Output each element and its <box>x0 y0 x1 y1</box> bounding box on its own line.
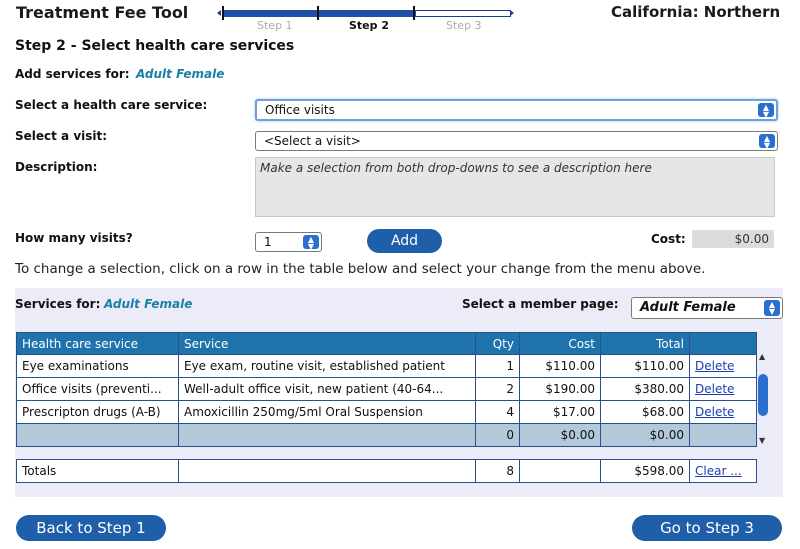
scroll-up-icon[interactable]: ▲ <box>759 352 766 361</box>
header-action <box>689 332 757 355</box>
member-page-select[interactable]: Adult Female ▲ ▼ <box>631 297 783 319</box>
table-scrollbar[interactable]: ▲ ▼ <box>756 352 770 447</box>
visit-select[interactable]: <Select a visit> ▲ ▼ <box>255 131 778 151</box>
instructions-text: To change a selection, click on a row in… <box>15 261 706 277</box>
row-category: Office visits (preventi... <box>16 377 179 401</box>
member-page-label: Select a member page: <box>462 297 619 311</box>
totals-row: Totals 8 $598.00 Clear ... <box>16 459 757 483</box>
table-row[interactable]: Office visits (preventi... Well-adult of… <box>16 377 757 401</box>
row-cost: $110.00 <box>519 354 601 378</box>
table-header-row: Health care service Service Qty Cost Tot… <box>16 332 757 355</box>
progress-fill <box>223 10 416 17</box>
select-arrows-icon: ▲ ▼ <box>759 134 775 150</box>
description-label: Description: <box>15 160 98 174</box>
select-arrows-icon: ▲ ▼ <box>303 235 319 251</box>
region-label: California: Northern <box>611 3 781 21</box>
select-arrows-icon: ▲ ▼ <box>764 300 780 316</box>
member-name: Adult Female <box>136 67 225 81</box>
delete-link[interactable]: Delete <box>695 382 735 396</box>
row-total: $68.00 <box>600 400 690 424</box>
row-action <box>689 423 757 447</box>
row-total: $380.00 <box>600 377 690 401</box>
progress-left-end-icon <box>217 10 221 16</box>
totals-total: $598.00 <box>600 459 690 483</box>
visit-label: Select a visit: <box>15 129 108 143</box>
step-progress-bar <box>217 6 514 20</box>
visit-select-value: <Select a visit> <box>264 134 361 148</box>
add-button[interactable]: Add <box>367 229 442 253</box>
totals-table: Totals 8 $598.00 Clear ... <box>16 459 757 483</box>
row-cost: $190.00 <box>519 377 601 401</box>
progress-tick-2 <box>317 6 319 20</box>
progress-tick-1 <box>222 6 224 20</box>
clear-link[interactable]: Clear ... <box>695 464 742 478</box>
row-qty: 4 <box>475 400 520 424</box>
step-2-label: Step 2 <box>349 19 389 32</box>
row-service: Well-adult office visit, new patient (40… <box>178 377 476 401</box>
table-row[interactable]: Prescripton drugs (A-B) Amoxicillin 250m… <box>16 400 757 424</box>
select-arrows-icon: ▲ ▼ <box>758 103 774 119</box>
member-page-value: Adult Female <box>640 300 736 315</box>
row-service <box>178 423 476 447</box>
header-service: Service <box>178 332 476 355</box>
scroll-thumb[interactable] <box>758 374 768 416</box>
totals-label: Totals <box>16 459 179 483</box>
row-qty: 1 <box>475 354 520 378</box>
page-heading: Step 2 - Select health care services <box>15 38 295 54</box>
header-qty: Qty <box>475 332 520 355</box>
scroll-down-icon[interactable]: ▼ <box>759 436 766 445</box>
row-service: Eye exam, routine visit, established pat… <box>178 354 476 378</box>
description-box: Make a selection from both drop-downs to… <box>255 157 775 217</box>
header-health-care-service: Health care service <box>16 332 179 355</box>
visits-label: How many visits? <box>15 231 133 245</box>
row-category: Prescripton drugs (A-B) <box>16 400 179 424</box>
header-total: Total <box>600 332 690 355</box>
row-total: $110.00 <box>600 354 690 378</box>
go-to-step-3-button[interactable]: Go to Step 3 <box>632 515 782 541</box>
visits-quantity-select[interactable]: 1 ▲ ▼ <box>255 232 322 252</box>
row-category: Eye examinations <box>16 354 179 378</box>
row-qty: 2 <box>475 377 520 401</box>
visits-quantity-value: 1 <box>264 235 272 249</box>
row-category <box>16 423 179 447</box>
progress-right-end-icon <box>510 10 514 16</box>
row-qty: 0 <box>475 423 520 447</box>
services-for-label: Services for: <box>15 297 101 311</box>
service-label: Select a health care service: <box>15 98 208 112</box>
cost-value: $0.00 <box>692 230 774 248</box>
cost-label: Cost: <box>651 232 686 246</box>
app-title: Treatment Fee Tool <box>16 3 189 22</box>
services-member-name: Adult Female <box>104 297 193 311</box>
row-cost: $0.00 <box>519 423 601 447</box>
service-select[interactable]: Office visits ▲ ▼ <box>255 99 778 121</box>
services-table: Health care service Service Qty Cost Tot… <box>16 332 757 447</box>
row-cost: $17.00 <box>519 400 601 424</box>
add-services-label: Add services for: <box>15 67 130 81</box>
back-to-step-1-button[interactable]: Back to Step 1 <box>16 515 166 541</box>
step-3-label[interactable]: Step 3 <box>446 19 482 32</box>
progress-tick-3 <box>413 6 415 20</box>
service-select-value: Office visits <box>265 103 335 117</box>
row-service: Amoxicillin 250mg/5ml Oral Suspension <box>178 400 476 424</box>
header-cost: Cost <box>519 332 601 355</box>
row-total: $0.00 <box>600 423 690 447</box>
delete-link[interactable]: Delete <box>695 405 735 419</box>
table-row-selected[interactable]: 0 $0.00 $0.00 <box>16 423 757 447</box>
totals-qty: 8 <box>475 459 520 483</box>
step-1-label[interactable]: Step 1 <box>257 19 293 32</box>
delete-link[interactable]: Delete <box>695 359 735 373</box>
table-row[interactable]: Eye examinations Eye exam, routine visit… <box>16 354 757 378</box>
